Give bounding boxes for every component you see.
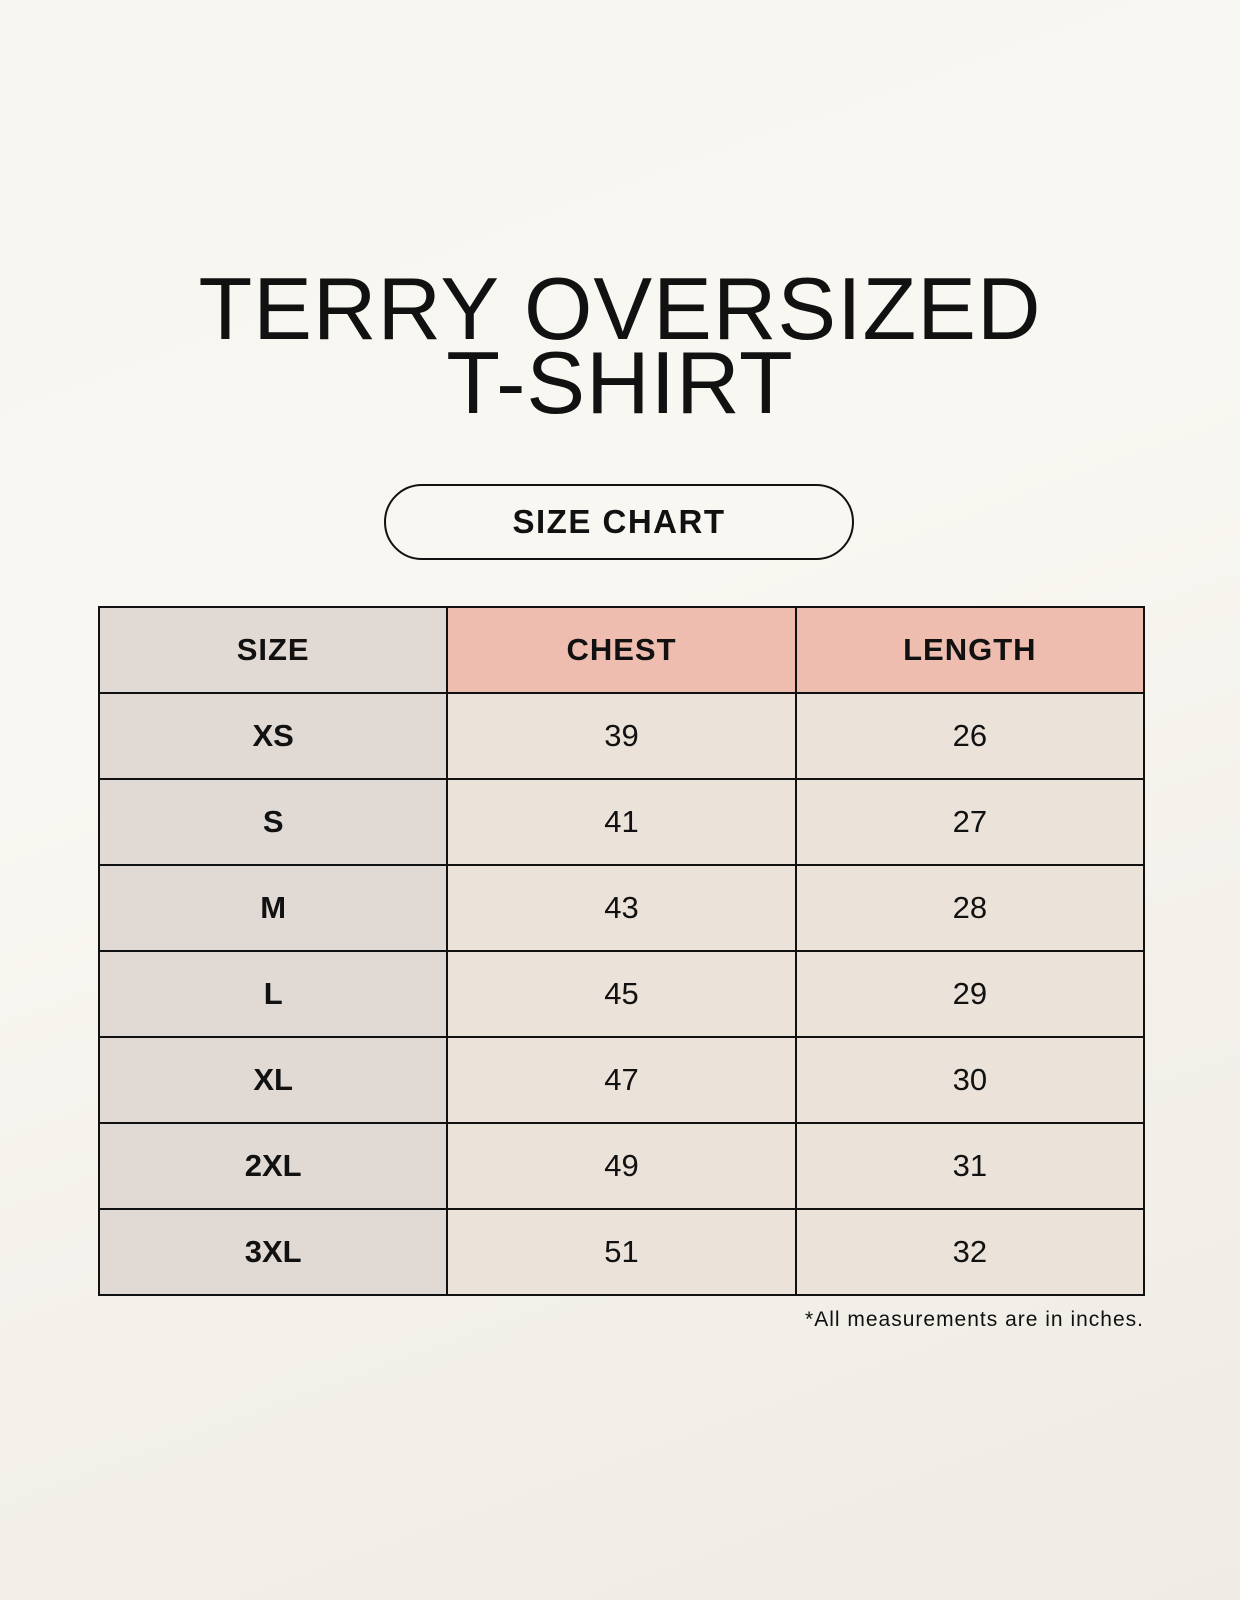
table-row: XL 47 30: [97, 1036, 1146, 1124]
cell-length: 26: [794, 692, 1146, 780]
cell-length: 32: [794, 1208, 1146, 1296]
cell-length: 29: [794, 950, 1146, 1038]
cell-size: S: [97, 778, 449, 866]
footnote: *All measurements are in inches.: [805, 1308, 1144, 1331]
cell-chest: 47: [446, 1036, 797, 1124]
header-size: SIZE: [97, 606, 449, 694]
cell-chest: 41: [446, 778, 797, 866]
cell-size: 3XL: [97, 1208, 449, 1296]
page-title: TERRY OVERSIZED T-SHIRT: [0, 259, 1240, 432]
cell-size: XL: [97, 1036, 449, 1124]
table-row: 3XL 51 32: [97, 1208, 1146, 1296]
cell-length: 31: [794, 1122, 1146, 1210]
table-row: 2XL 49 31: [97, 1122, 1146, 1210]
cell-size: L: [97, 950, 449, 1038]
header-length: LENGTH: [794, 606, 1146, 694]
cell-length: 28: [794, 864, 1146, 952]
title-line-2: T-SHIRT: [446, 333, 794, 432]
cell-length: 30: [794, 1036, 1146, 1124]
header-chest: CHEST: [446, 606, 797, 694]
cell-chest: 39: [446, 692, 797, 780]
size-table: SIZE CHEST LENGTH XS 39 26 S 41 27 M 43 28 L 45 29 X…: [97, 606, 1146, 1296]
cell-size: XS: [97, 692, 449, 780]
size-chart-badge: SIZE CHART: [384, 484, 854, 560]
cell-chest: 45: [446, 950, 797, 1038]
cell-chest: 49: [446, 1122, 797, 1210]
cell-size: 2XL: [97, 1122, 449, 1210]
table-row: XS 39 26: [97, 692, 1146, 780]
title-line-1: TERRY OVERSIZED: [198, 259, 1042, 358]
table-row: M 43 28: [97, 864, 1146, 952]
table-row: L 45 29: [97, 950, 1146, 1038]
cell-size: M: [97, 864, 449, 952]
table-row: S 41 27: [97, 778, 1146, 866]
cell-length: 27: [794, 778, 1146, 866]
cell-chest: 43: [446, 864, 797, 952]
table-header-row: SIZE CHEST LENGTH: [97, 606, 1146, 694]
cell-chest: 51: [446, 1208, 797, 1296]
